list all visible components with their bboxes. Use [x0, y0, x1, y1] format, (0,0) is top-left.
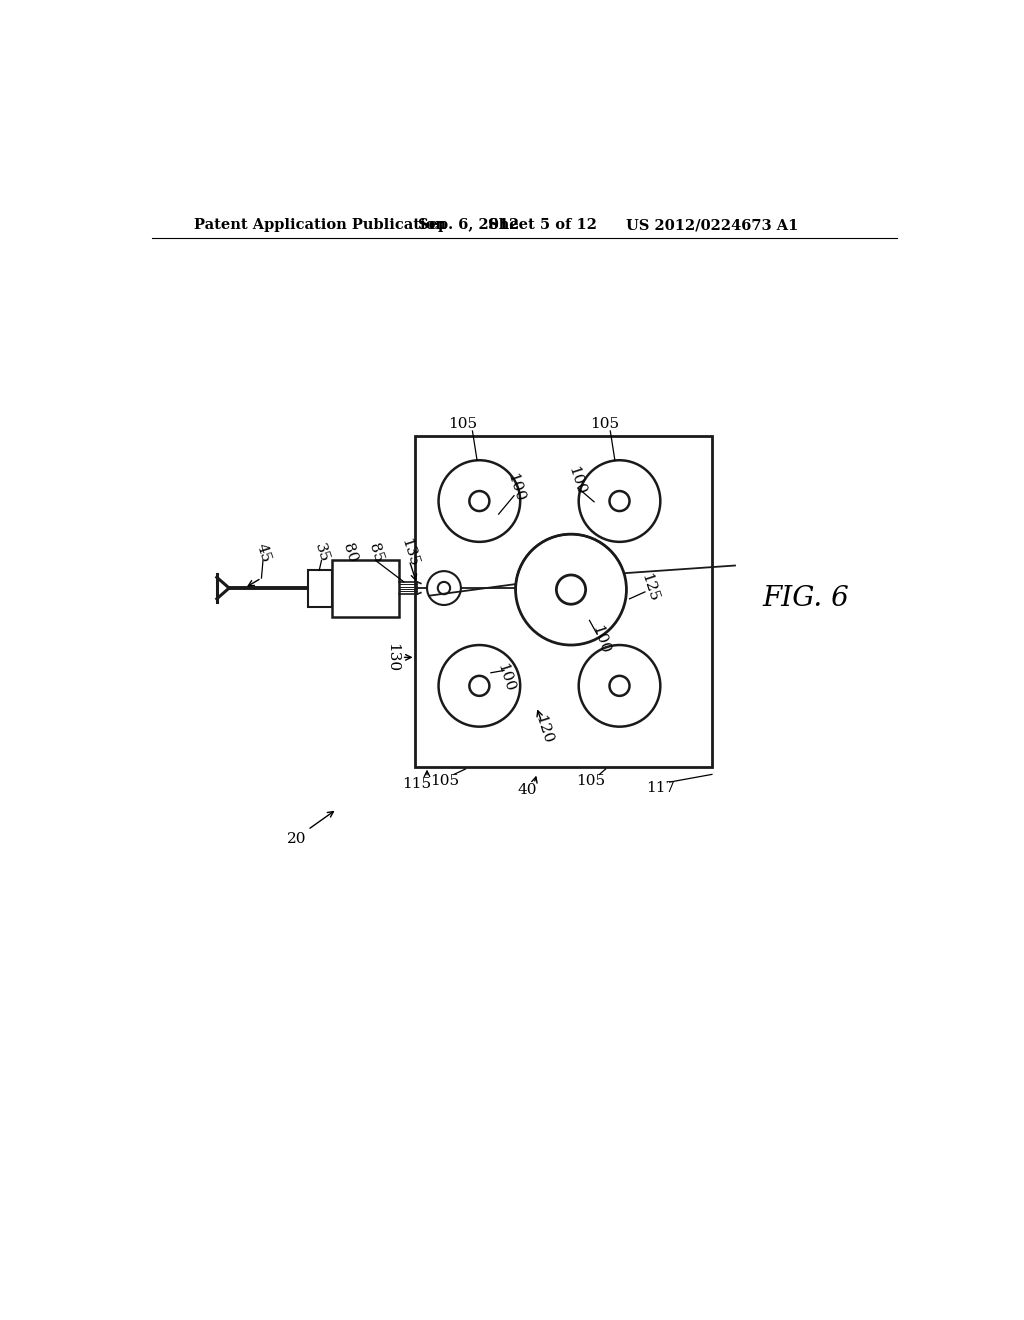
Text: 100: 100 [565, 465, 588, 496]
Text: Sheet 5 of 12: Sheet 5 of 12 [487, 218, 597, 232]
Bar [307, 570, 333, 607]
Text: 35: 35 [312, 541, 331, 564]
Text: 100: 100 [505, 471, 526, 504]
Text: 80: 80 [340, 541, 359, 564]
Text: 115: 115 [402, 776, 431, 791]
Text: 105: 105 [575, 774, 605, 788]
Text: 120: 120 [532, 714, 554, 746]
Text: FIG. 6: FIG. 6 [762, 585, 849, 612]
Text: 85: 85 [366, 541, 385, 564]
Text: 45: 45 [253, 541, 272, 564]
Bar [416, 436, 712, 767]
Bar [333, 561, 398, 616]
Text: 105: 105 [590, 417, 620, 432]
Text: 20: 20 [287, 832, 306, 846]
Text: 130: 130 [385, 643, 399, 672]
Text: 135: 135 [398, 537, 421, 569]
Text: 125: 125 [638, 572, 660, 605]
Text: 105: 105 [447, 417, 477, 432]
Text: Sep. 6, 2012: Sep. 6, 2012 [418, 218, 519, 232]
Text: 117: 117 [646, 781, 675, 795]
Text: 100: 100 [495, 663, 517, 694]
Text: 40: 40 [517, 783, 537, 797]
Text: 105: 105 [430, 774, 460, 788]
Text: Patent Application Publication: Patent Application Publication [194, 218, 445, 232]
Text: 100: 100 [589, 623, 611, 656]
Text: US 2012/0224673 A1: US 2012/0224673 A1 [626, 218, 798, 232]
